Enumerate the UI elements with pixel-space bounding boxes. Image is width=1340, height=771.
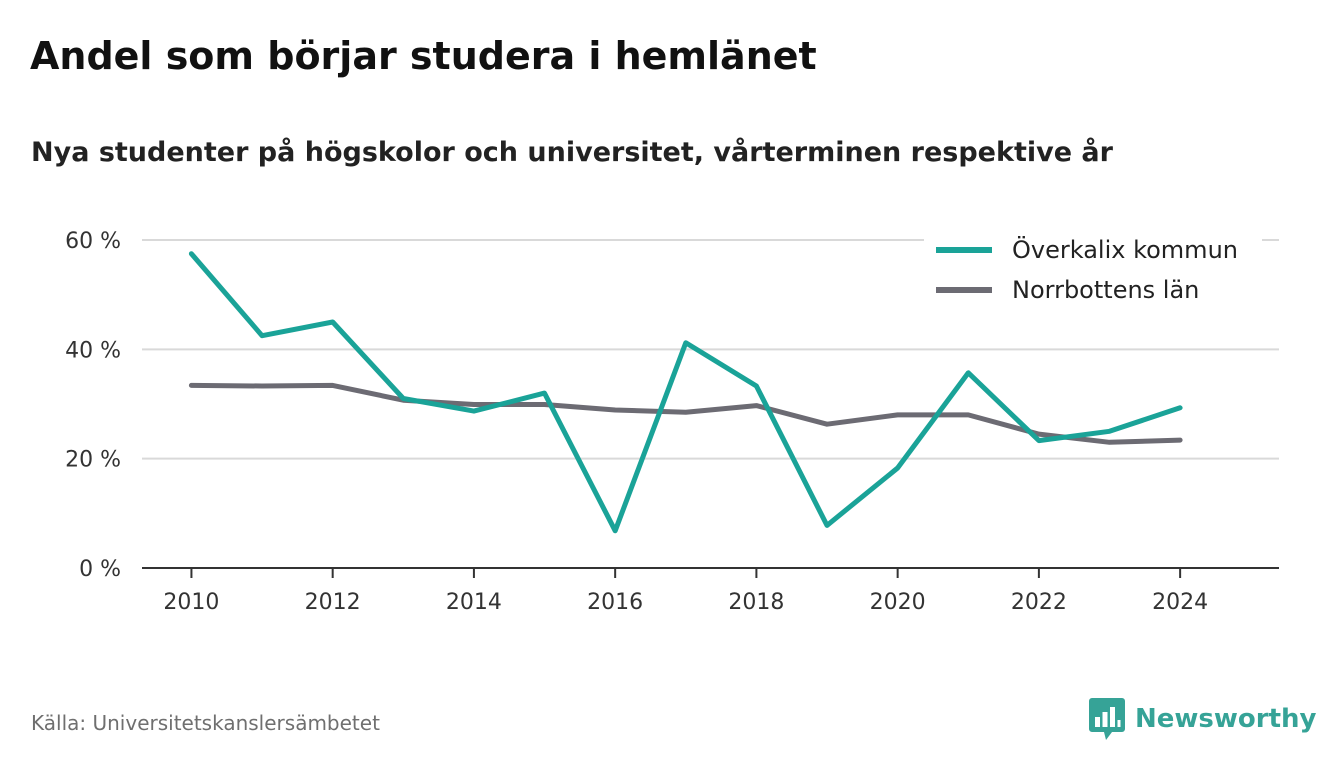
x-tick-label: 2010: [163, 590, 219, 615]
x-tick-label: 2020: [870, 590, 926, 615]
x-tick-label: 2012: [305, 590, 361, 615]
series-line-2: [188, 382, 1183, 445]
x-tick-label: 2016: [587, 590, 643, 615]
brand-name: Newsworthy: [1135, 704, 1317, 734]
chart-title: Andel som börjar studera i hemlänet: [30, 34, 817, 78]
data-series: [188, 251, 1183, 534]
y-tick-label: 0 %: [79, 557, 121, 582]
y-tick-label: 40 %: [65, 338, 121, 363]
legend: Överkalix kommun Norrbottens län: [924, 222, 1262, 314]
bar-chart-logo-icon: [1089, 698, 1125, 740]
brand-logo[interactable]: Newsworthy: [1089, 698, 1316, 740]
chart-subtitle: Nya studenter på högskolor och universit…: [31, 137, 1113, 168]
series-line-1: [188, 251, 1183, 534]
x-tick-label: 2018: [728, 590, 784, 615]
y-tick-label: 60 %: [65, 229, 121, 254]
legend-background: [924, 222, 1262, 314]
x-tick-label: 2014: [446, 590, 502, 615]
source-note: Källa: Universitetskanslersämbetet: [31, 711, 380, 735]
x-axis: 2010 2012 2014 2016 2018 2020 2022 2024: [142, 567, 1279, 615]
legend-label-2: Norrbottens län: [1012, 276, 1199, 304]
line-chart: 0 % 20 % 40 % 60 % 2010 2012 2014 2016 2018 2020…: [65, 222, 1279, 615]
x-tick-label: 2022: [1011, 590, 1067, 615]
legend-label-1: Överkalix kommun: [1012, 235, 1238, 264]
x-tick-label: 2024: [1152, 590, 1208, 615]
y-tick-label: 20 %: [65, 448, 121, 473]
y-axis-tick-labels: 0 % 20 % 40 % 60 %: [65, 229, 121, 582]
